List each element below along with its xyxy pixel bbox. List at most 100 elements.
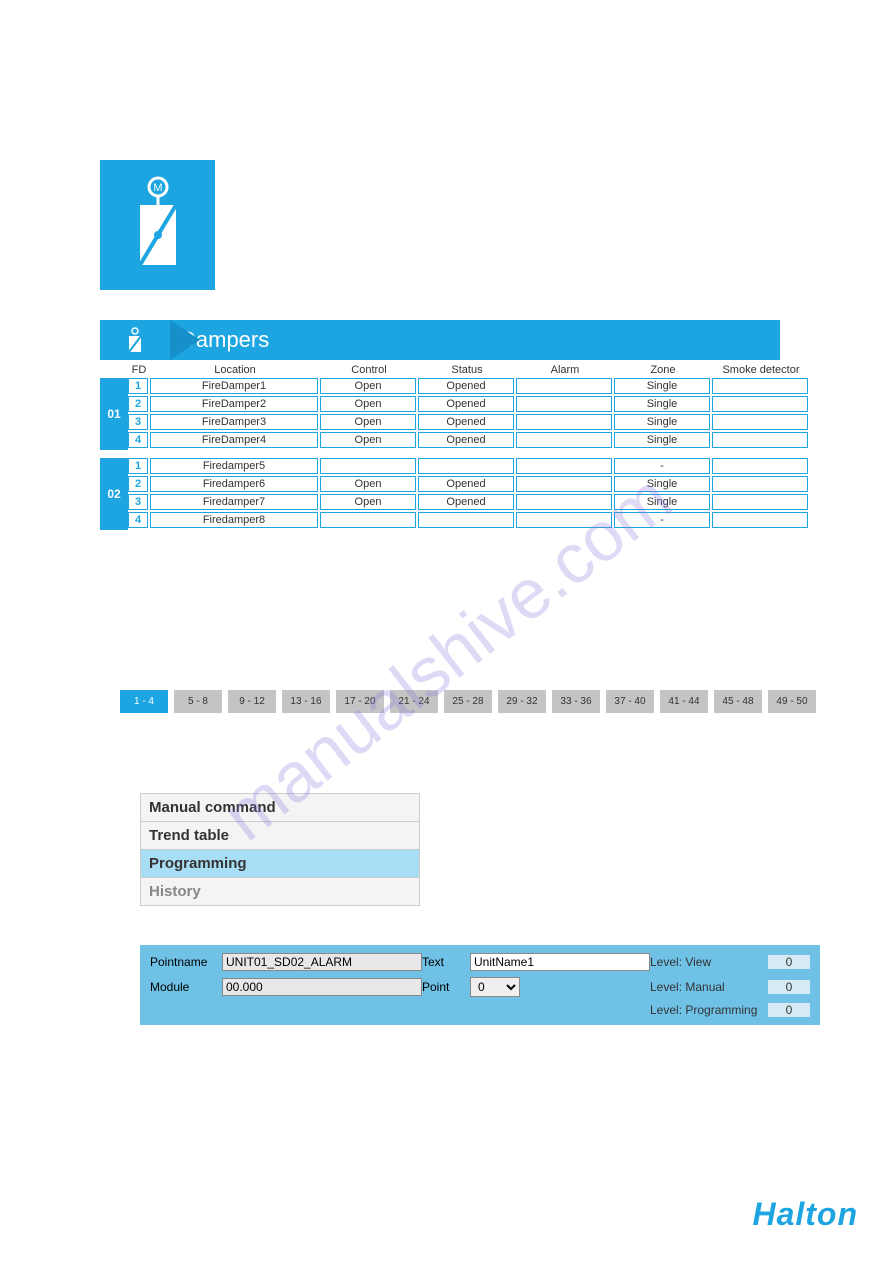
cell-fd: 1	[128, 378, 148, 394]
text-label: Text	[422, 955, 470, 969]
lvl-view-label: Level: View	[650, 955, 760, 969]
cell-sts: Opened	[418, 476, 514, 492]
cell-alm	[516, 396, 612, 412]
lvl-manual-value: 0	[768, 980, 810, 994]
cell-fd: 2	[128, 476, 148, 492]
cell-loc: FireDamper1	[150, 378, 318, 394]
group-number: 02	[100, 458, 128, 530]
brand-logo: Halton	[752, 1196, 858, 1233]
cell-alm	[516, 512, 612, 528]
damper-tile-icon: M	[100, 160, 215, 290]
cell-fd: 1	[128, 458, 148, 474]
cell-smk	[712, 432, 808, 448]
page-button[interactable]: 49 - 50	[768, 690, 816, 713]
text-input[interactable]	[470, 953, 650, 971]
page-button[interactable]: 13 - 16	[282, 690, 330, 713]
point-select[interactable]: 0	[470, 977, 520, 997]
pointname-input[interactable]	[222, 953, 422, 971]
lvl-prog-value: 0	[768, 1003, 810, 1017]
cell-ctl: Open	[320, 432, 416, 448]
page-button[interactable]: 37 - 40	[606, 690, 654, 713]
menu-item[interactable]: Trend table	[140, 821, 420, 850]
cell-ctl: Open	[320, 494, 416, 510]
cell-zn: Single	[614, 476, 710, 492]
cell-alm	[516, 432, 612, 448]
hdr-sts: Status	[418, 364, 516, 376]
cell-smk	[712, 414, 808, 430]
table-row[interactable]: 4Firedamper8 -	[128, 512, 820, 528]
hdr-fd: FD	[128, 364, 150, 376]
dampers-table: FD Location Control Status Alarm Zone Sm…	[100, 360, 820, 530]
cell-loc: Firedamper5	[150, 458, 318, 474]
page-button[interactable]: 29 - 32	[498, 690, 546, 713]
cell-loc: Firedamper6	[150, 476, 318, 492]
menu-item[interactable]: Manual command	[140, 793, 420, 822]
cell-zn: Single	[614, 494, 710, 510]
point-label: Point	[422, 980, 470, 994]
cell-smk	[712, 396, 808, 412]
cell-zn: Single	[614, 414, 710, 430]
cell-sts: Opened	[418, 414, 514, 430]
cell-sts: Opened	[418, 396, 514, 412]
cell-fd: 4	[128, 432, 148, 448]
pointname-label: Pointname	[150, 955, 222, 969]
cell-ctl: Open	[320, 476, 416, 492]
page-button[interactable]: 21 - 24	[390, 690, 438, 713]
hdr-zn: Zone	[614, 364, 712, 376]
table-row[interactable]: 2Firedamper6OpenOpened Single	[128, 476, 820, 492]
cell-alm	[516, 476, 612, 492]
cell-fd: 3	[128, 414, 148, 430]
lvl-prog-label: Level: Programming	[650, 1003, 760, 1017]
page-button[interactable]: 33 - 36	[552, 690, 600, 713]
page-button[interactable]: 25 - 28	[444, 690, 492, 713]
table-row[interactable]: 3Firedamper7OpenOpenedSingle	[128, 494, 820, 510]
page-button[interactable]: 17 - 20	[336, 690, 384, 713]
cell-loc: Firedamper8	[150, 512, 318, 528]
hdr-ctl: Control	[320, 364, 418, 376]
hdr-alm: Alarm	[516, 364, 614, 376]
cell-ctl: Open	[320, 396, 416, 412]
cell-smk	[712, 512, 808, 528]
hdr-smk: Smoke detector	[712, 364, 810, 376]
cell-smk	[712, 494, 808, 510]
panel-header: Dampers	[100, 320, 780, 360]
pager: 1 - 4 5 - 8 9 - 12 13 - 16 17 - 20 21 - 24 25 …	[120, 690, 853, 713]
cell-sts: Opened	[418, 432, 514, 448]
cell-loc: Firedamper7	[150, 494, 318, 510]
programming-panel: Pointname Text Level: View 0 Module Poin…	[140, 945, 820, 1025]
cell-ctl	[320, 458, 416, 474]
module-input[interactable]	[222, 978, 422, 996]
cell-sts	[418, 512, 514, 528]
lvl-manual-label: Level: Manual	[650, 980, 760, 994]
table-row[interactable]: 2FireDamper2OpenOpened Single	[128, 396, 820, 412]
cell-fd: 2	[128, 396, 148, 412]
cell-loc: FireDamper3	[150, 414, 318, 430]
page-button[interactable]: 45 - 48	[714, 690, 762, 713]
hdr-loc: Location	[150, 364, 320, 376]
table-row[interactable]: 4FireDamper4OpenOpenedSingle	[128, 432, 820, 448]
cell-alm	[516, 378, 612, 394]
page-button[interactable]: 5 - 8	[174, 690, 222, 713]
table-row[interactable]: 1FireDamper1OpenOpenedSingle	[128, 378, 820, 394]
group-number: 01	[100, 378, 128, 450]
cell-ctl: Open	[320, 378, 416, 394]
menu-item[interactable]: History	[140, 877, 420, 906]
svg-text:M: M	[153, 182, 162, 194]
cell-alm	[516, 494, 612, 510]
lvl-view-value: 0	[768, 955, 810, 969]
cell-sts: Opened	[418, 378, 514, 394]
page-button[interactable]: 41 - 44	[660, 690, 708, 713]
cell-zn: -	[614, 512, 710, 528]
cell-fd: 4	[128, 512, 148, 528]
table-row[interactable]: 1Firedamper5 -	[128, 458, 820, 474]
page-button[interactable]: 1 - 4	[120, 690, 168, 713]
page-button[interactable]: 9 - 12	[228, 690, 276, 713]
module-label: Module	[150, 980, 222, 994]
menu-item[interactable]: Programming	[140, 849, 420, 878]
cell-zn: Single	[614, 432, 710, 448]
cell-zn: -	[614, 458, 710, 474]
cell-loc: FireDamper2	[150, 396, 318, 412]
cell-zn: Single	[614, 396, 710, 412]
table-row[interactable]: 3FireDamper3OpenOpenedSingle	[128, 414, 820, 430]
cell-ctl	[320, 512, 416, 528]
